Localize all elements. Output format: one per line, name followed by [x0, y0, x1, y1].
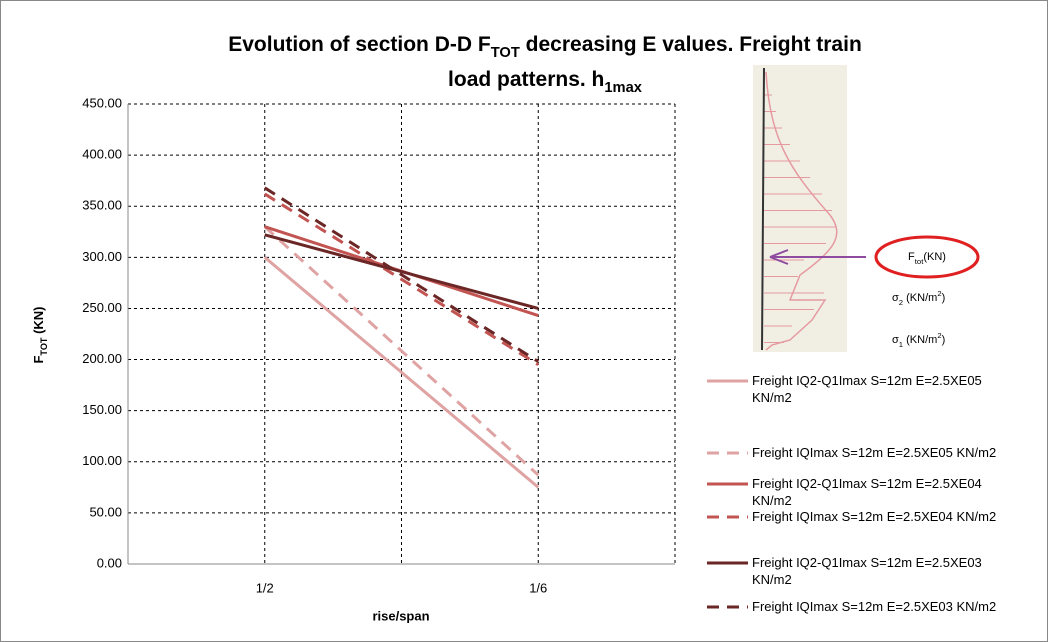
text-segment: 2 — [937, 289, 941, 298]
text-segment: F — [31, 356, 46, 364]
text-segment: (KN/m — [903, 334, 937, 346]
hatch-lines — [764, 94, 836, 343]
y-tick-label: 450.00 — [82, 95, 122, 110]
text-segment: (KN/m — [903, 292, 937, 304]
series-line — [263, 225, 540, 477]
sigma1-label: σ1 (KN/m2) — [892, 331, 945, 349]
text-segment: TOT — [39, 337, 49, 355]
stress-curve — [765, 71, 838, 351]
highlight-ellipse — [874, 235, 980, 279]
wall-line — [761, 67, 765, 351]
series-line — [263, 192, 540, 366]
legend-label: Freight IQ2-Q1Imax S=12m E=2.5XE04 KN/m2 — [752, 476, 982, 508]
chart-title: Evolution of section D-D FTOT decreasing… — [228, 33, 862, 61]
text-segment: 1max — [604, 80, 642, 96]
sigma2-label: σ2 (KN/m2) — [892, 289, 945, 307]
y-axis-label: FTOT (KN) — [31, 306, 49, 363]
y-tick-label: 400.00 — [82, 147, 122, 162]
text-segment: σ — [892, 334, 899, 346]
y-tick-label: 250.00 — [82, 300, 122, 315]
y-tick-label: 350.00 — [82, 198, 122, 213]
legend-label: Freight IQ2-Q1Imax S=12m E=2.5XE03 KN/m2 — [752, 555, 982, 587]
force-label: Ftot(KN) — [908, 251, 946, 266]
y-tick-label: 200.00 — [82, 351, 122, 366]
text-segment: ) — [942, 292, 946, 304]
y-tick-label: 100.00 — [82, 453, 122, 468]
text-segment: Evolution of section D-D F — [228, 33, 491, 56]
series-line — [263, 256, 540, 489]
series-line — [264, 233, 539, 310]
text-segment: (KN) — [923, 251, 946, 263]
legend-label: Freight IQImax S=12m E=2.5XE03 KN/m2 — [752, 599, 997, 614]
legend-label: Freight IQImax S=12m E=2.5XE04 KN/m2 — [752, 509, 997, 524]
y-tick-label: 50.00 — [89, 504, 122, 519]
y-tick-label: 300.00 — [82, 249, 122, 264]
text-segment: tot — [915, 257, 924, 266]
y-tick-label: 0.00 — [97, 555, 122, 570]
chart-title: load patterns. h1max — [448, 68, 643, 96]
x-axis-label: rise/span — [372, 608, 429, 623]
text-segment: decreasing E values. Freight train — [520, 33, 862, 56]
text-segment: σ — [892, 292, 899, 304]
inset-background — [753, 65, 847, 352]
text-segment: load patterns. h — [448, 68, 604, 91]
text-segment: 2 — [937, 331, 941, 340]
text-segment: 1 — [899, 340, 903, 349]
series-line — [263, 186, 540, 363]
inset-diagram: Ftot(KN) σ2 (KN/m2) σ1 (KN/m2) — [753, 65, 980, 352]
legend-label: Freight IQImax S=12m E=2.5XE05 KN/m2 — [752, 445, 997, 460]
text-segment: (KN) — [31, 306, 46, 337]
x-tick-label: 1/6 — [529, 580, 547, 595]
x-tick-label: 1/2 — [256, 580, 274, 595]
text-segment: F — [908, 251, 915, 263]
legend-label: Freight IQ2-Q1Imax S=12m E=2.5XE05 KN/m2 — [752, 373, 982, 405]
text-segment: TOT — [491, 45, 520, 61]
text-segment: 2 — [899, 298, 903, 307]
text-segment: ) — [942, 334, 946, 346]
y-tick-label: 150.00 — [82, 402, 122, 417]
arrow-head — [769, 249, 789, 265]
